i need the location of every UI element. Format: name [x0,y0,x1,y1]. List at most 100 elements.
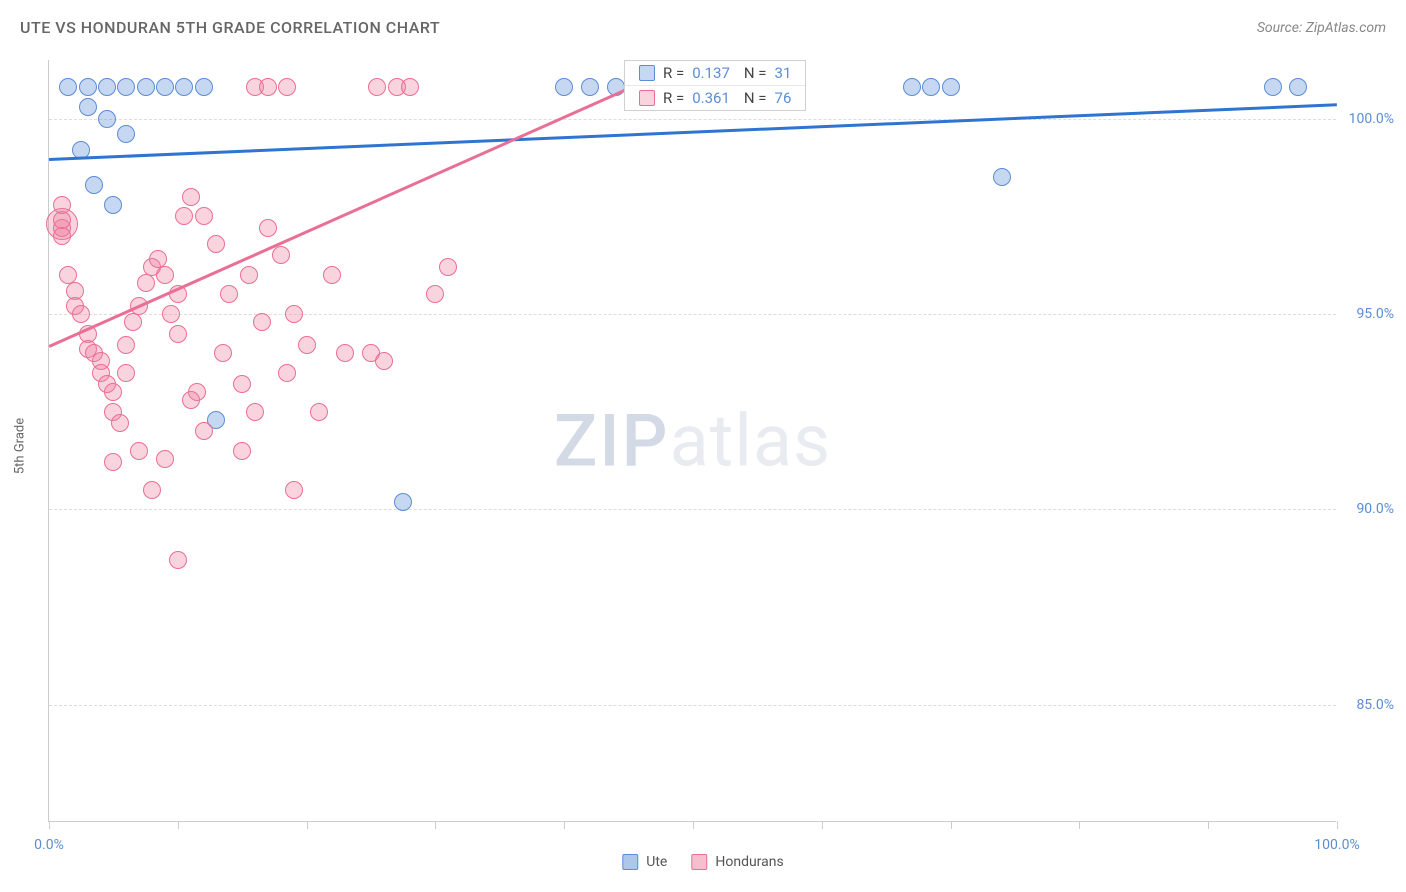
data-point [285,481,303,499]
y-axis-label: 5th Grade [13,418,28,474]
data-point [79,98,97,116]
data-point [310,403,328,421]
stats-box: R = 0.137 N = 31 R = 0.361 N = 76 [624,60,806,111]
data-point [259,78,277,96]
data-point [104,196,122,214]
stats-row: R =0.137N =31 [625,61,805,85]
trend-line [49,103,1337,160]
stat-r-label: R = [663,64,684,82]
data-point [162,305,180,323]
stat-n-value: 76 [775,89,792,107]
data-point [117,364,135,382]
series-swatch [639,65,655,81]
x-tick [1079,821,1080,829]
data-point [278,364,296,382]
data-point [175,207,193,225]
data-point [169,325,187,343]
data-point [246,403,264,421]
stats-row: R = 0.361 N = 76 [625,85,805,110]
data-point [143,481,161,499]
watermark-zip: ZIP [554,398,670,483]
x-tick [1337,821,1338,829]
x-tick [564,821,565,829]
data-point [104,453,122,471]
data-point [233,442,251,460]
data-point [104,383,122,401]
data-point [169,551,187,569]
data-point [394,493,412,511]
data-point [272,246,290,264]
data-point [117,336,135,354]
data-point [195,422,213,440]
data-point [993,168,1011,186]
plot-area: ZIPatlas 85.0%90.0%95.0%100.0%0.0%100.0%… [48,60,1336,822]
watermark-atlas: atlas [670,398,832,483]
x-tick [822,821,823,829]
stat-r-value: 0.137 [692,64,730,82]
legend-swatch [691,854,707,870]
data-point [72,305,90,323]
y-tick-label: 90.0% [1356,501,1394,517]
stat-r-label: R = [663,89,684,107]
legend: Ute Hondurans [622,854,783,870]
gridline [49,705,1336,706]
watermark: ZIPatlas [554,398,831,483]
legend-item: Hondurans [691,854,783,870]
legend-label: Hondurans [715,854,783,870]
legend-item: Ute [622,854,667,870]
data-point [124,313,142,331]
x-tick [951,821,952,829]
data-point [555,78,573,96]
data-point [1289,78,1307,96]
data-point [426,285,444,303]
x-tick [49,821,50,829]
data-point [156,450,174,468]
data-point [207,235,225,253]
data-point [233,375,251,393]
data-point [1264,78,1282,96]
data-point [285,305,303,323]
data-point [137,274,155,292]
data-point [195,78,213,96]
gridline [49,314,1336,315]
x-tick [435,821,436,829]
data-point [156,266,174,284]
data-point [175,78,193,96]
chart-header: UTE VS HONDURAN 5TH GRADE CORRELATION CH… [0,0,1406,49]
data-point [156,78,174,96]
series-swatch [639,90,655,106]
data-point [922,78,940,96]
y-tick-label: 95.0% [1356,306,1394,322]
data-point [59,78,77,96]
legend-label: Ute [646,854,667,870]
stat-r-value: 0.361 [692,89,730,107]
data-point [214,344,232,362]
data-point [581,78,599,96]
stat-n-label: N = [744,89,767,107]
legend-swatch [622,854,638,870]
gridline [49,509,1336,510]
gridline [49,119,1336,120]
chart-source: Source: ZipAtlas.com [1257,20,1386,36]
data-point [117,125,135,143]
x-tick-label: 0.0% [34,837,64,853]
x-tick [307,821,308,829]
data-point [259,219,277,237]
trend-line [48,87,629,347]
data-point [278,78,296,96]
data-point [439,258,457,276]
data-point [368,78,386,96]
data-point [182,188,200,206]
data-point [903,78,921,96]
data-point [98,78,116,96]
data-point [53,196,71,214]
x-tick [1208,821,1209,829]
data-point [111,414,129,432]
stat-n-value: 31 [775,64,792,82]
data-point [137,78,155,96]
y-tick-label: 100.0% [1349,111,1394,127]
data-point [942,78,960,96]
data-point [182,391,200,409]
data-point [53,227,71,245]
data-point [85,176,103,194]
